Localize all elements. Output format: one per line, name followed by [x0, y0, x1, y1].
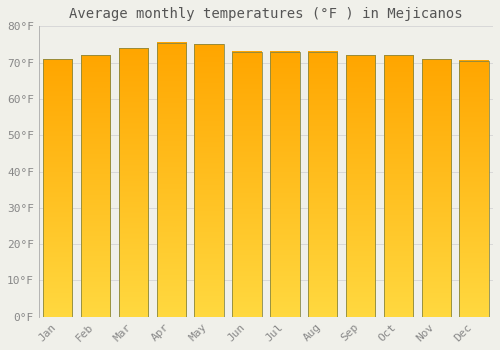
Bar — [308, 52, 338, 317]
Bar — [232, 52, 262, 317]
Title: Average monthly temperatures (°F ) in Mejicanos: Average monthly temperatures (°F ) in Me… — [69, 7, 462, 21]
Bar — [156, 43, 186, 317]
Bar — [194, 44, 224, 317]
Bar — [422, 59, 451, 317]
Bar — [460, 61, 489, 317]
Bar — [118, 48, 148, 317]
Bar — [81, 55, 110, 317]
Bar — [270, 52, 300, 317]
Bar — [384, 55, 413, 317]
Bar — [43, 59, 72, 317]
Bar — [346, 55, 376, 317]
